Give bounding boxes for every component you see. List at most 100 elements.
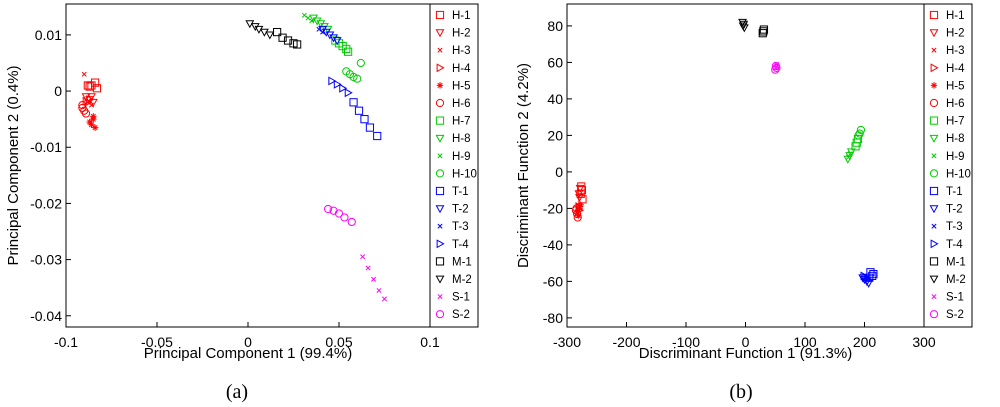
data-point-h-5 (91, 124, 99, 131)
data-point-t-1 (373, 131, 382, 141)
legend-label-m-1: M-1 (946, 256, 966, 268)
legend-marker-m-2 (929, 275, 939, 284)
legend-marker-s-1 (437, 294, 443, 300)
data-point-m-1 (283, 36, 293, 45)
y-tick-label: -20 (543, 200, 563, 216)
x-tick-label: 0 (244, 334, 252, 350)
data-point-h-10 (356, 58, 365, 68)
data-point-h-9 (301, 12, 307, 18)
y-tick-label: 60 (547, 54, 563, 70)
data-point-t-4 (333, 79, 342, 89)
data-point-h-9 (845, 154, 851, 160)
legend-label-h-7: H-7 (946, 116, 965, 128)
legend-label-h-8: H-8 (452, 133, 471, 145)
legend-marker-h-6 (929, 98, 939, 108)
data-point-s-1 (371, 276, 377, 282)
y-tick-label: 20 (547, 127, 563, 143)
legend-label-t-2: T-2 (452, 204, 469, 216)
legend-label-h-3: H-3 (452, 45, 471, 57)
y-tick-label: 0 (54, 83, 62, 99)
data-point-t-1 (354, 106, 364, 115)
plot-area (65, 3, 431, 328)
x-tick-label: 0.05 (325, 334, 352, 350)
legend-marker-t-2 (435, 205, 445, 214)
data-point-m-1 (758, 29, 767, 38)
x-axis-label: Principal Component 1 (99.4%) (144, 345, 352, 362)
data-point-h-2 (575, 184, 585, 193)
legend-marker-t-1 (435, 186, 445, 196)
legend-marker-h-3 (437, 47, 443, 53)
legend-label-m-1: M-1 (452, 256, 472, 268)
legend-marker-t-4 (436, 239, 445, 249)
data-point-h-5 (575, 212, 582, 219)
data-point-s-1 (360, 254, 366, 260)
legend-label-t-1: T-1 (452, 186, 469, 198)
legend-marker-m-1 (435, 257, 445, 266)
legend-marker-h-10 (435, 169, 445, 178)
data-point-h-5 (88, 121, 95, 129)
data-point-h-6 (573, 209, 582, 218)
legend-label-h-1: H-1 (946, 10, 965, 22)
data-point-h-7 (342, 44, 351, 54)
data-point-t-3 (316, 26, 322, 32)
data-point-s-2 (772, 63, 781, 72)
legend-label-s-2: S-2 (452, 309, 470, 321)
x-tick-label: 300 (912, 334, 936, 350)
legend-marker-h-3 (931, 47, 937, 53)
data-point-m-1 (278, 33, 287, 42)
data-point-m-2 (738, 18, 747, 27)
legend-label-h-8: H-8 (946, 133, 965, 145)
data-point-t-3 (320, 29, 326, 35)
legend-marker-h-7 (929, 116, 939, 125)
legend-label-h-2: H-2 (452, 28, 471, 40)
x-tick-label: 100 (793, 334, 817, 350)
data-point-s-2 (771, 65, 780, 74)
legend-marker-h-1 (435, 10, 445, 20)
legend-marker-h-9 (931, 153, 937, 159)
legend-marker-s-2 (929, 310, 939, 319)
data-point-h-1 (85, 82, 94, 91)
legend-label-h-10: H-10 (946, 168, 971, 180)
legend-label-h-10: H-10 (452, 168, 477, 180)
legend-marker-h-2 (929, 29, 939, 38)
legend-label-m-2: M-2 (452, 274, 472, 286)
data-point-s-1 (376, 287, 382, 294)
legend-label-h-1: H-1 (452, 10, 471, 22)
x-tick-label: -0.1 (54, 334, 78, 350)
x-tick-label: 200 (853, 334, 877, 350)
legend-label-t-3: T-3 (946, 221, 963, 233)
legend-marker-s-1 (931, 294, 937, 300)
data-point-h-2 (575, 194, 584, 203)
legend-marker-h-8 (929, 134, 939, 143)
data-point-h-7 (853, 134, 863, 144)
data-point-s-1 (365, 265, 371, 271)
data-point-h-3 (88, 102, 94, 108)
x-tick-label: -100 (672, 334, 700, 350)
legend-marker-h-1 (929, 10, 939, 20)
y-tick-label: -0.03 (30, 252, 62, 268)
panel-b-scatter: -300 -200 -100 0 100 200 300806040200-20-40-60… (515, 3, 973, 362)
data-point-t-4 (860, 271, 869, 281)
y-tick-label: -0.01 (30, 139, 62, 155)
data-point-h-10 (855, 129, 864, 138)
panel-a-scatter: -0.1 -0.05 0 0.05 0.1 0.01 0 -0.01 -0.02 -0.03 -0.… (5, 3, 479, 362)
x-axis-label: Discriminant Function 1 (91.3%) (639, 345, 852, 362)
data-point-h-3 (81, 71, 87, 77)
y-tick-label: -80 (543, 310, 563, 326)
legend-label-s-1: S-1 (946, 292, 964, 304)
legend-marker-t-4 (930, 239, 939, 249)
legend-label-h-9: H-9 (452, 151, 471, 163)
data-point-m-2 (739, 24, 749, 33)
legend-marker-m-1 (929, 257, 939, 266)
legend-label-h-5: H-5 (452, 80, 471, 92)
legend-label-h-9: H-9 (946, 151, 965, 163)
legend-marker-h-2 (435, 29, 445, 38)
data-point-t-2 (332, 37, 342, 46)
legend-label-m-2: M-2 (946, 274, 966, 286)
legend-marker-m-2 (435, 275, 445, 284)
x-tick-label: 0 (742, 334, 750, 350)
legend-marker-h-10 (929, 169, 939, 178)
y-tick-label: -0.04 (30, 308, 62, 324)
data-point-t-1 (360, 115, 369, 124)
